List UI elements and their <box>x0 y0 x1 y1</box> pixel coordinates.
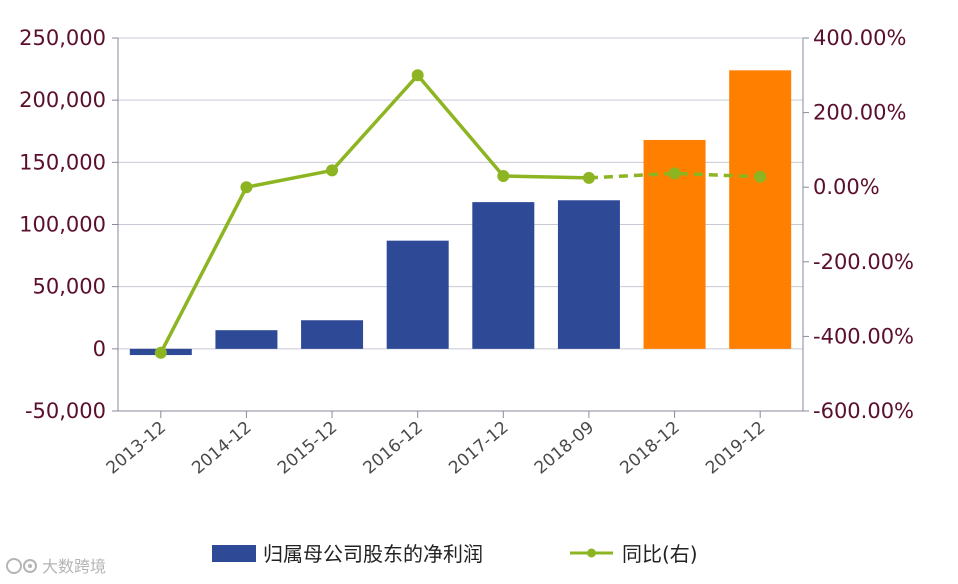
legend-bar-swatch <box>212 545 256 562</box>
legend: 归属母公司股东的净利润 同比(右) <box>212 542 698 566</box>
watermark-text: 大数跨境 <box>42 557 106 576</box>
yoy-line-actual <box>159 73 589 354</box>
y-right-tick-label: 200.00% <box>813 101 906 125</box>
y-left-tick-label: 50,000 <box>33 275 106 299</box>
bars <box>129 70 792 356</box>
y-left-tick-label: -50,000 <box>25 399 106 423</box>
bar-2016-12 <box>386 240 449 349</box>
bar-2017-12 <box>472 202 535 349</box>
y-axis-right-labels: 400.00% 200.00% 0.00% -200.00% -400.00% -600.… <box>813 26 914 423</box>
axes <box>112 37 809 418</box>
y-right-tick-label: 0.00% <box>813 175 880 199</box>
x-tick-label: 2018-09 <box>531 418 598 479</box>
yoy-point-2014-12 <box>240 181 253 194</box>
yoy-point-2018-12 <box>668 167 681 180</box>
x-tick-label: 2016-12 <box>360 418 427 479</box>
bar-2015-12 <box>301 320 364 349</box>
y-left-tick-label: 200,000 <box>19 88 106 112</box>
legend-line-label: 同比(右) <box>622 542 698 566</box>
legend-line-marker <box>587 548 596 558</box>
x-tick-label: 2019-12 <box>702 418 769 479</box>
x-tick-label: 2015-12 <box>274 418 341 479</box>
x-axis-labels: 2013-12 2014-12 2015-12 2016-12 2017-12 2018-… <box>103 418 770 479</box>
yoy-point-2019-12 <box>754 170 767 183</box>
x-tick-label: 2018-12 <box>617 418 684 479</box>
y-left-tick-label: 0 <box>93 337 106 361</box>
y-right-tick-label: -200.00% <box>813 250 914 274</box>
x-tick-label: 2017-12 <box>445 418 512 479</box>
y-left-tick-label: 150,000 <box>19 150 106 174</box>
legend-bar-label: 归属母公司股东的净利润 <box>263 542 483 566</box>
yoy-point-2015-12 <box>326 164 339 177</box>
yoy-line <box>154 69 767 359</box>
yoy-point-2017-12 <box>497 170 510 183</box>
yoy-point-2018-09 <box>582 171 595 184</box>
y-left-tick-label: 100,000 <box>19 213 106 237</box>
y-right-tick-label: -400.00% <box>813 324 914 348</box>
logo-icon <box>6 558 37 574</box>
x-tick-label: 2013-12 <box>103 418 170 479</box>
yoy-point-2016-12 <box>411 69 424 82</box>
watermark: 大数跨境 <box>6 557 106 576</box>
y-right-tick-label: 400.00% <box>813 26 906 50</box>
y-axis-left-labels: 250,000 200,000 150,000 100,000 50,000 0 -50,0… <box>19 26 106 423</box>
y-right-tick-label: -600.00% <box>813 399 914 423</box>
bar-2014-12 <box>215 330 278 349</box>
bar-2019-12 <box>729 70 792 349</box>
yoy-point-2013-12 <box>154 346 167 359</box>
x-tick-label: 2014-12 <box>188 418 255 479</box>
y-left-tick-label: 250,000 <box>19 26 106 50</box>
bar-2018-09 <box>557 200 620 349</box>
yoy-line-forecast <box>588 171 761 180</box>
